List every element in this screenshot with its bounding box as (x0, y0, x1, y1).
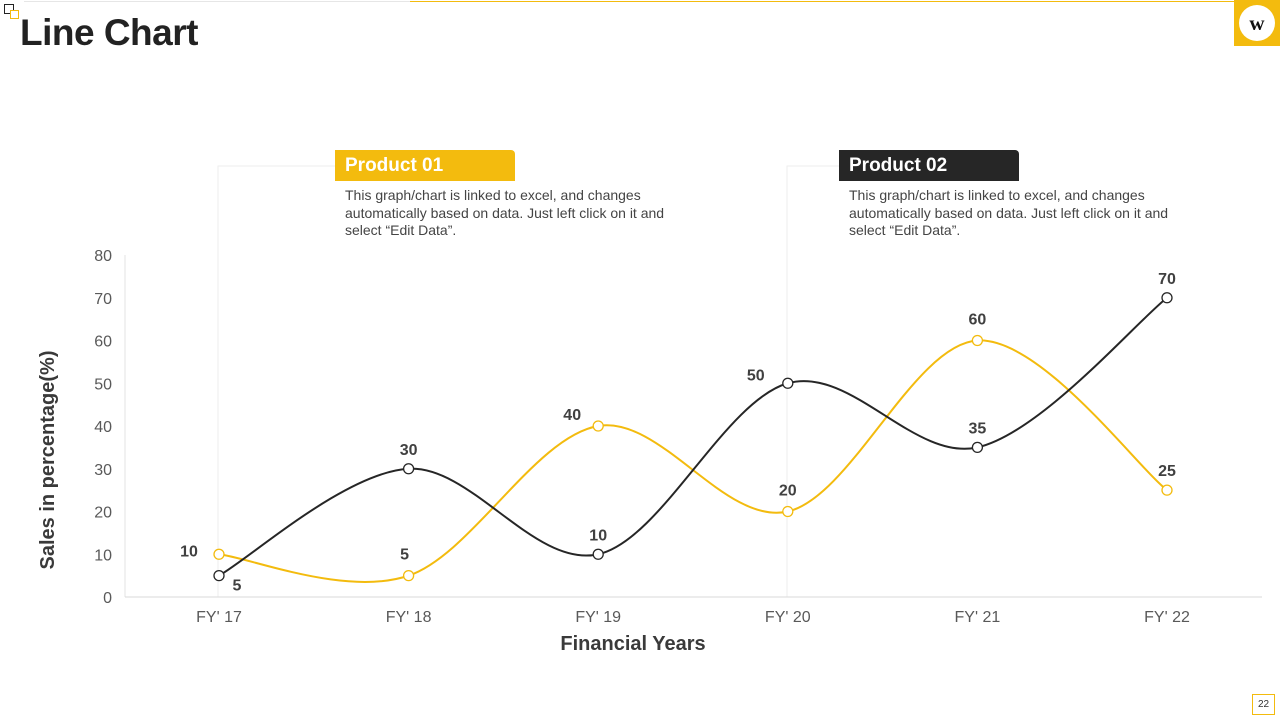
series-line-2 (218, 296, 1168, 577)
series-2-data-label: 10 (589, 527, 607, 544)
corner-square-gold (10, 10, 19, 19)
series-1-point (971, 334, 984, 347)
series-2-point (1161, 292, 1173, 304)
series-line-1 (218, 339, 1168, 583)
y-tick-label: 80 (94, 248, 112, 265)
series-lines (218, 296, 1168, 583)
series-2-point (782, 377, 794, 389)
legend-card-product-01: Product 01 This graph/chart is linked to… (335, 150, 665, 240)
top-rule-gold (410, 1, 1236, 2)
x-tick-label: FY' 22 (1144, 609, 1190, 626)
series-2-data-label: 35 (969, 420, 987, 437)
x-tick-label: FY' 19 (575, 609, 621, 626)
y-tick-label: 50 (94, 376, 112, 393)
series-1-point (1161, 484, 1173, 496)
series-2-point (213, 569, 225, 582)
data-labels: 10 5 40 20 60 25 5 30 10 50 35 70 (180, 271, 1176, 595)
x-tick-label: FY' 17 (196, 609, 242, 626)
series-1-data-label: 5 (400, 547, 409, 564)
y-tick-label: 30 (94, 462, 112, 479)
series-1-data-label: 25 (1158, 463, 1176, 480)
series-2-data-label: 30 (400, 442, 418, 459)
y-tick-label: 40 (94, 419, 112, 436)
series-1-data-label: 40 (563, 407, 581, 424)
corner-decoration (4, 4, 22, 22)
page-number: 22 (1252, 694, 1275, 715)
y-tick-label: 60 (94, 334, 112, 351)
x-axis-title: Financial Years (560, 633, 705, 655)
series-1-point (592, 420, 604, 432)
logo: w (1234, 0, 1280, 46)
series-points (213, 292, 1173, 582)
series-1-point (782, 505, 794, 518)
series-1-point (213, 548, 225, 560)
series-2-data-label: 70 (1158, 271, 1176, 288)
page-title: Line Chart (20, 12, 198, 53)
chart-axes: 0 10 20 30 40 50 60 70 80 FY' 17 FY' 18 FY' 19 FY' 2… (94, 248, 1262, 626)
legend-description-product-02: This graph/chart is linked to excel, and… (849, 187, 1169, 238)
top-rule-gray (24, 1, 410, 2)
series-2-point (402, 463, 415, 475)
logo-mark: w (1239, 5, 1275, 41)
series-2-data-label: 50 (747, 367, 765, 384)
x-tick-label: FY' 21 (955, 609, 1001, 626)
series-2-data-label: 5 (233, 578, 242, 595)
legend-description-product-01: This graph/chart is linked to excel, and… (345, 187, 665, 238)
legend-connectors (217, 165, 839, 597)
y-tick-label: 0 (103, 590, 112, 607)
y-axis-title: Sales in percentage(%) (37, 351, 59, 570)
series-1-data-label: 10 (180, 543, 198, 560)
series-1-data-label: 20 (779, 483, 797, 500)
series-1-point (402, 569, 415, 582)
series-2-point (971, 441, 984, 454)
corner-square-dark (4, 4, 14, 14)
series-1-data-label: 60 (969, 312, 987, 329)
y-tick-label: 70 (94, 291, 112, 308)
legend-card-product-02: Product 02 This graph/chart is linked to… (839, 150, 1169, 240)
legend-connector-product-01 (217, 165, 335, 597)
x-tick-label: FY' 18 (386, 609, 432, 626)
series-2-point (592, 548, 604, 560)
y-tick-label: 10 (94, 547, 112, 564)
x-tick-label: FY' 20 (765, 609, 811, 626)
legend-title-product-01: Product 01 (335, 150, 515, 181)
y-tick-label: 20 (94, 505, 112, 522)
legend-connector-product-02 (786, 165, 839, 597)
legend-title-product-02: Product 02 (839, 150, 1019, 181)
